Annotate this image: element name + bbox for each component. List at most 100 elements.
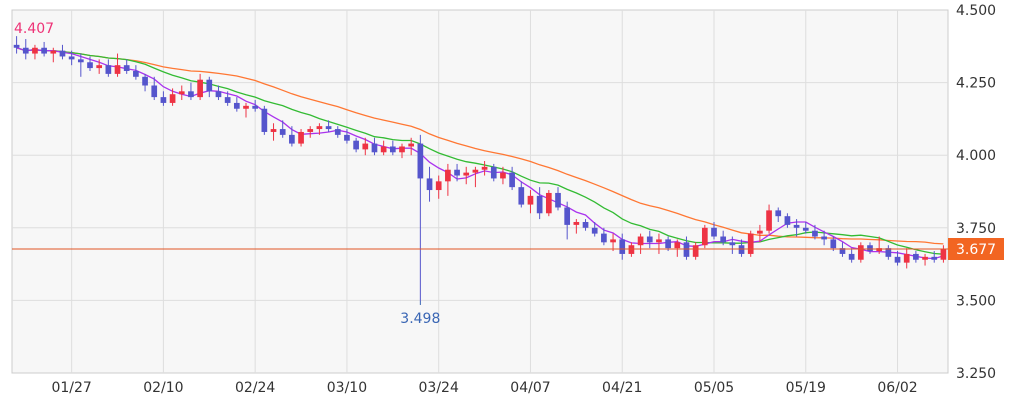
candle-body bbox=[289, 134, 295, 144]
candle bbox=[68, 50, 75, 66]
candle-body bbox=[729, 242, 736, 246]
candle-body bbox=[77, 59, 84, 63]
candle bbox=[151, 76, 158, 101]
candle bbox=[500, 166, 506, 185]
candle bbox=[454, 163, 460, 182]
candle bbox=[591, 221, 598, 237]
y-tick-label: 3.500 bbox=[956, 293, 996, 309]
candle-body bbox=[913, 253, 919, 260]
candle-body bbox=[362, 143, 369, 150]
candle bbox=[683, 236, 690, 260]
candle-body bbox=[573, 221, 580, 225]
candle-body bbox=[922, 256, 928, 260]
candle-body bbox=[812, 230, 818, 237]
x-axis-ticks: 01/27 02/10 02/24 03/10 03/24 04/07 04/21 05/05… bbox=[51, 380, 917, 396]
candle bbox=[371, 137, 378, 156]
candle bbox=[637, 233, 644, 254]
candle bbox=[564, 201, 571, 240]
candle bbox=[243, 102, 249, 118]
candle-body bbox=[316, 126, 323, 130]
candle-body bbox=[821, 236, 827, 240]
candle bbox=[628, 242, 635, 257]
candle bbox=[22, 39, 29, 60]
candle-body bbox=[233, 102, 240, 109]
candle-body bbox=[903, 253, 910, 263]
candle-body bbox=[848, 253, 855, 260]
candle bbox=[316, 123, 323, 135]
candle-body bbox=[325, 126, 332, 130]
candle-body bbox=[692, 245, 699, 257]
candle bbox=[848, 248, 855, 263]
candle-body bbox=[445, 169, 451, 182]
candle bbox=[380, 140, 387, 156]
candle-body bbox=[68, 56, 75, 60]
candle bbox=[41, 41, 47, 57]
candle bbox=[582, 219, 589, 231]
candle bbox=[96, 59, 103, 74]
candle-body bbox=[96, 65, 103, 69]
candle-body bbox=[380, 146, 387, 153]
candle bbox=[32, 44, 38, 60]
candle-body bbox=[674, 242, 681, 249]
candle-body bbox=[619, 239, 626, 254]
candle bbox=[289, 126, 295, 147]
y-tick-label: 4.000 bbox=[956, 148, 996, 164]
candle bbox=[13, 36, 20, 54]
candle bbox=[656, 233, 662, 254]
candle-body bbox=[50, 50, 57, 54]
candle-body bbox=[279, 129, 286, 135]
y-tick-label: 4.500 bbox=[956, 3, 996, 19]
candle bbox=[435, 175, 442, 199]
candle bbox=[885, 245, 892, 260]
candle bbox=[463, 166, 470, 185]
candle-body bbox=[656, 239, 662, 243]
candle-body bbox=[307, 129, 314, 132]
candle bbox=[279, 120, 286, 138]
candle-body bbox=[757, 230, 763, 234]
candle bbox=[233, 97, 240, 112]
candle-body bbox=[711, 227, 717, 237]
candle-body bbox=[518, 187, 525, 205]
candle bbox=[389, 140, 396, 156]
candle bbox=[270, 123, 277, 141]
candles bbox=[13, 36, 947, 301]
candle-body bbox=[637, 236, 644, 246]
candle bbox=[481, 161, 488, 176]
candle bbox=[876, 236, 883, 254]
candle bbox=[802, 221, 809, 234]
candle bbox=[224, 91, 231, 106]
candle bbox=[674, 239, 681, 257]
candle-body bbox=[775, 210, 782, 217]
candle bbox=[527, 190, 534, 214]
candle-body bbox=[353, 140, 359, 150]
candle bbox=[178, 85, 185, 101]
candle bbox=[757, 224, 763, 243]
candle-body bbox=[32, 47, 38, 54]
candle-body bbox=[830, 239, 837, 249]
candle bbox=[573, 219, 580, 234]
candle bbox=[142, 73, 148, 92]
candle-body bbox=[481, 166, 488, 170]
candle-body bbox=[536, 195, 543, 214]
candle bbox=[793, 219, 800, 237]
candle-body bbox=[22, 47, 29, 54]
x-tick-label: 05/05 bbox=[694, 380, 734, 396]
candle bbox=[940, 245, 947, 263]
candle-body bbox=[885, 248, 892, 257]
candle bbox=[775, 207, 782, 222]
candle bbox=[839, 242, 846, 257]
candle bbox=[298, 129, 304, 147]
candle-body bbox=[435, 181, 442, 191]
candle bbox=[812, 224, 818, 240]
candle bbox=[619, 233, 626, 260]
candle bbox=[87, 56, 93, 71]
candle bbox=[188, 82, 194, 101]
candle bbox=[894, 251, 901, 266]
candle-body bbox=[224, 97, 231, 103]
candle-body bbox=[931, 256, 938, 260]
candle bbox=[408, 137, 415, 156]
candle-body bbox=[197, 79, 203, 98]
candle-body bbox=[527, 195, 534, 205]
candle bbox=[518, 181, 525, 208]
